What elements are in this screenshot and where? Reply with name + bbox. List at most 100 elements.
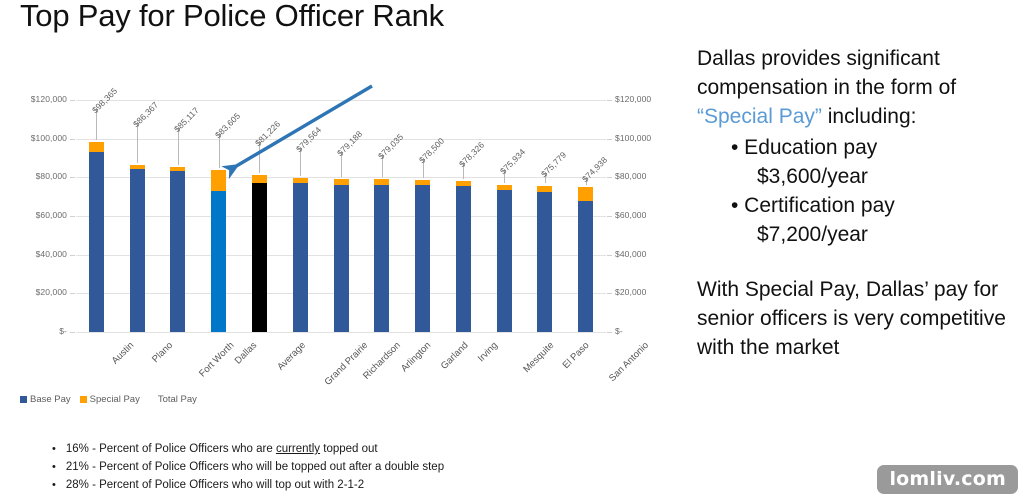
rp-bullet-certification: • Certification pay (731, 194, 895, 217)
y-axis-tickmark (607, 293, 612, 295)
bar-segment-special-pay (333, 178, 349, 185)
y-axis-tickmark (70, 216, 75, 217)
bullet-text: 16% - Percent of Police Officers who are… (65, 443, 378, 455)
gridline (76, 177, 606, 179)
bar-arlington[interactable] (374, 100, 390, 332)
data-label-leader-line (96, 108, 98, 140)
bar-segment-base-pay (415, 184, 431, 332)
y-axis-tickmark (607, 332, 612, 333)
rp-bullet-education: • Education pay (731, 136, 878, 159)
y-axis-tickmark (607, 254, 612, 256)
y-axis-tickmark (70, 293, 75, 295)
x-axis-category-label: Average (275, 340, 309, 373)
bullet-dot-icon: • (52, 443, 56, 455)
data-label-leader-line (218, 133, 220, 169)
bullet-dot-icon: • (52, 479, 56, 491)
data-label-leader-line (137, 122, 139, 164)
y-axis-tick-left: $80,000 (35, 171, 67, 182)
data-label-leader-line (504, 169, 506, 184)
right-text-panel: Dallas provides significant compensation… (697, 44, 1015, 362)
bar-segment-base-pay (333, 184, 349, 332)
x-axis-category-label: El Paso (560, 340, 592, 371)
x-axis-category-label: Grand Prairie (322, 340, 371, 388)
bar-garland[interactable] (415, 100, 431, 332)
y-axis-tickmark (607, 100, 612, 101)
y-axis-tickmark (607, 216, 612, 217)
x-axis-category-label: Plano (150, 340, 176, 365)
x-axis-category-label: Mesquite (521, 340, 557, 376)
legend-swatch (79, 396, 87, 403)
y-axis-tickmark (70, 100, 75, 101)
data-label-leader-line (585, 177, 587, 186)
bar-plano[interactable] (129, 100, 145, 332)
y-axis-tickmark (70, 138, 75, 140)
bar-segment-special-pay (292, 178, 308, 183)
bullet-percent: 28% (65, 479, 89, 491)
chart-panel: $- $- $20,000 $20,000 $40,000 $40,000 $60,000 $… (0, 82, 668, 422)
bullet-percent: 16% (65, 443, 89, 455)
y-axis-tick-right: $120,000 (615, 94, 652, 104)
bar-richardson[interactable] (333, 100, 349, 332)
bar-segment-special-pay (170, 167, 186, 172)
bullet-text: 28% - Percent of Police Officers who wil… (65, 479, 365, 491)
data-label-leader-line (463, 161, 465, 179)
bar-segment-special-pay (251, 174, 267, 183)
gridline (76, 332, 606, 333)
legend-item-special-pay[interactable]: Special Pay (79, 394, 140, 405)
legend-item-base-pay[interactable]: Base Pay (20, 394, 71, 405)
y-axis-tick-left: $- (59, 326, 67, 336)
bar-mesquite[interactable] (496, 100, 512, 332)
bullet-item: • 21% - Percent of Police Officers who wi… (52, 458, 612, 476)
bar-segment-special-pay (129, 165, 145, 169)
y-axis-tick-right: $- (615, 326, 623, 336)
bullet-percent: 21% (65, 461, 89, 473)
chart-legend: Base Pay Special Pay Total Pay (20, 394, 197, 405)
rp-accent-special-pay: “Special Pay” (697, 105, 822, 128)
bullet-dot-icon: • (52, 461, 56, 473)
right-panel-bullets: • Education pay $3,600/year • Certificat… (697, 133, 1015, 249)
bar-grand-prairie[interactable] (292, 100, 308, 332)
bullet-item: • 28% - Percent of Police Officers who wi… (52, 476, 612, 494)
y-axis-tick-right: $100,000 (615, 132, 652, 143)
bullet-item: • 16% - Percent of Police Officers who ar… (52, 440, 612, 458)
legend-label: Total Pay (157, 394, 197, 405)
x-axis-category-label: Austin (110, 340, 137, 367)
bar-segment-special-pay (374, 179, 390, 185)
bar-segment-base-pay (88, 151, 104, 332)
rp-text-part2: including: (821, 105, 917, 128)
chart-plot-area: $- $- $20,000 $20,000 $40,000 $40,000 $60,000 $… (31, 86, 651, 388)
y-axis-tick-left: $120,000 (30, 94, 67, 104)
x-axis-category-label: Irving (476, 340, 501, 365)
bar-segment-special-pay (88, 141, 104, 152)
legend-item-total-pay[interactable]: Total Pay (158, 394, 197, 405)
bar-san-antonio[interactable] (578, 100, 594, 332)
y-axis-tick-right: $80,000 (615, 171, 647, 182)
bar-segment-special-pay (496, 185, 512, 191)
bar-segment-special-pay (455, 180, 471, 186)
rp-text-part1: Dallas provides significant compensation… (697, 47, 957, 99)
bar-segment-base-pay (251, 182, 267, 332)
data-label-leader-line (381, 154, 383, 178)
bar-austin[interactable] (88, 100, 104, 332)
y-axis-tick-left: $20,000 (35, 287, 67, 298)
bar-segment-base-pay (374, 185, 390, 332)
data-label-leader-line (544, 172, 546, 184)
y-axis-tick-right: $60,000 (615, 210, 647, 220)
right-panel-closing-paragraph: With Special Pay, Dallas’ pay for senior… (697, 278, 1006, 359)
bar-segment-base-pay (211, 191, 227, 332)
bar-fort-worth[interactable] (170, 100, 186, 332)
bar-segment-base-pay (496, 190, 512, 332)
bar-average[interactable] (251, 100, 267, 332)
bullet-text: 21% - Percent of Police Officers who wil… (65, 461, 445, 473)
y-axis-tick-right: $40,000 (615, 248, 647, 259)
y-axis-tick-left: $100,000 (30, 132, 67, 143)
bar-segment-special-pay (415, 180, 431, 185)
legend-label: Special Pay (89, 394, 140, 405)
page-title: Top Pay for Police Officer Rank (20, 0, 444, 33)
bar-segment-base-pay (578, 201, 594, 332)
x-axis-category-label: Dallas (232, 340, 259, 367)
bar-el-paso[interactable] (537, 100, 553, 332)
bar-segment-special-pay (578, 187, 594, 202)
bar-irving[interactable] (455, 100, 471, 332)
bullet-list: • 16% - Percent of Police Officers who ar… (52, 440, 612, 494)
